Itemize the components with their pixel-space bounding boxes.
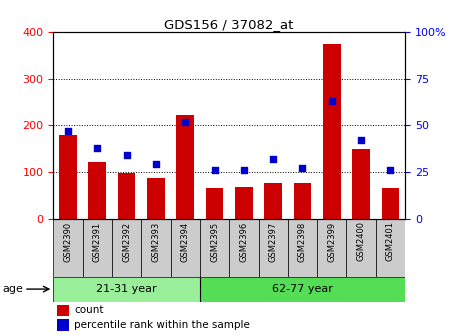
Point	[181, 119, 189, 124]
Text: 62-77 year: 62-77 year	[272, 284, 333, 294]
Bar	[112, 219, 141, 277]
Text: 21-31 year: 21-31 year	[96, 284, 157, 294]
Point	[269, 156, 277, 162]
Bar	[53, 219, 82, 277]
Bar	[176, 115, 194, 219]
Bar	[82, 219, 112, 277]
Bar	[200, 219, 229, 277]
Bar	[294, 183, 311, 219]
Bar	[147, 178, 165, 219]
Title: GDS156 / 37082_at: GDS156 / 37082_at	[164, 18, 294, 31]
Text: GSM2396: GSM2396	[239, 221, 248, 262]
Bar	[57, 305, 69, 317]
Bar	[57, 319, 69, 331]
Bar	[229, 219, 258, 277]
Bar	[59, 135, 77, 219]
Bar	[346, 219, 376, 277]
Point	[387, 167, 394, 173]
Point	[328, 98, 336, 104]
Bar	[258, 219, 288, 277]
Point	[211, 167, 218, 173]
Text: GSM2397: GSM2397	[269, 221, 278, 262]
Bar	[317, 219, 346, 277]
Text: GSM2398: GSM2398	[298, 221, 307, 262]
Text: age: age	[2, 284, 23, 294]
Text: GSM2393: GSM2393	[151, 221, 160, 262]
Bar	[206, 188, 223, 219]
Text: count: count	[75, 305, 104, 315]
Text: GSM2394: GSM2394	[181, 221, 190, 262]
Point	[64, 128, 72, 133]
Text: percentile rank within the sample: percentile rank within the sample	[75, 320, 250, 330]
Bar	[382, 188, 399, 219]
Point	[152, 162, 160, 167]
Point	[357, 137, 365, 143]
Bar	[235, 187, 253, 219]
Bar	[200, 277, 405, 301]
Bar	[376, 219, 405, 277]
Text: GSM2401: GSM2401	[386, 221, 395, 261]
Bar	[141, 219, 170, 277]
Text: GSM2399: GSM2399	[327, 221, 336, 262]
Bar	[288, 219, 317, 277]
Bar	[264, 183, 282, 219]
Text: GSM2392: GSM2392	[122, 221, 131, 262]
Bar	[323, 44, 341, 219]
Text: GSM2391: GSM2391	[93, 221, 102, 262]
Text: GSM2390: GSM2390	[63, 221, 72, 262]
Point	[299, 166, 306, 171]
Point	[240, 167, 248, 173]
Bar	[352, 149, 370, 219]
Text: GSM2400: GSM2400	[357, 221, 366, 261]
Bar	[118, 173, 135, 219]
Point	[94, 145, 101, 150]
Text: GSM2395: GSM2395	[210, 221, 219, 262]
Bar	[88, 162, 106, 219]
Bar	[170, 219, 200, 277]
Bar	[53, 277, 200, 301]
Point	[123, 153, 130, 158]
